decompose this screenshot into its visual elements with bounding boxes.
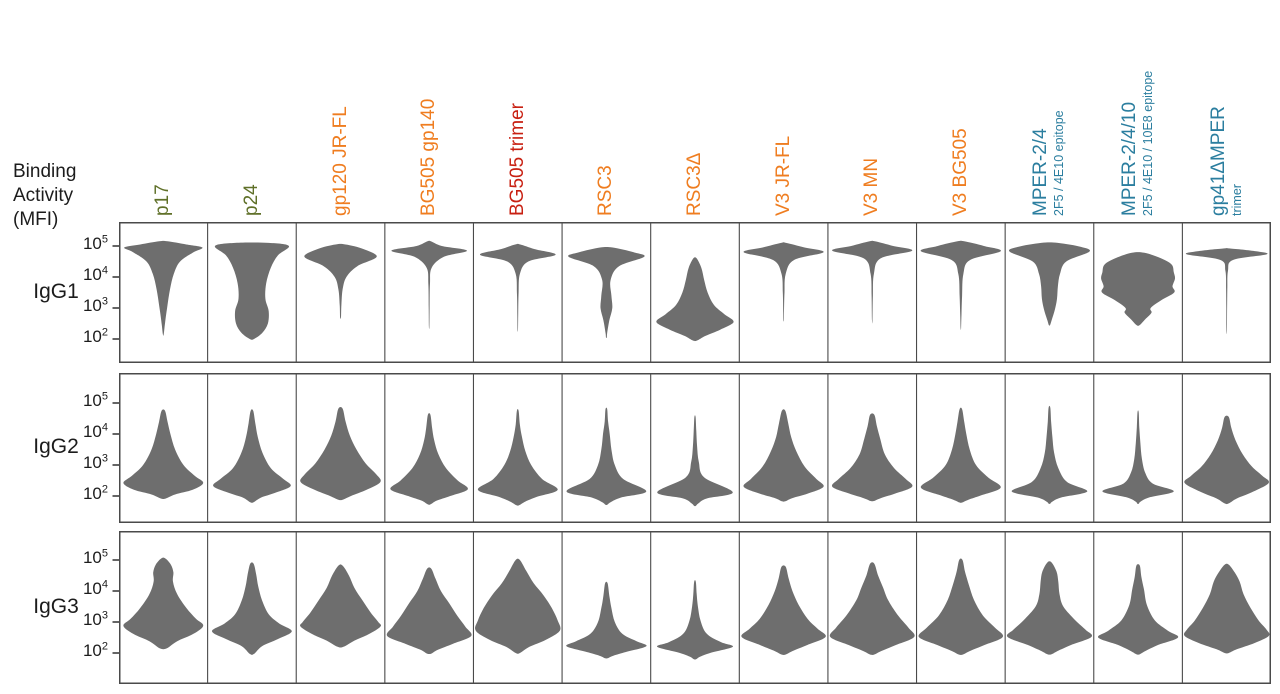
violin-IgG3-V3 MN (829, 562, 915, 655)
violin-IgG2-V3 BG505 (920, 407, 1001, 503)
column-sublabel-12: 2F5 / 4E10 / 10E8 epitope (1141, 70, 1156, 216)
violin-row-IgG2 (112, 373, 1271, 523)
column-sublabel-11: 2F5 / 4E10 epitope (1052, 110, 1067, 216)
row-label-IgG1: IgG1 (33, 279, 79, 303)
column-label-8: V3 JR-FL (772, 135, 794, 216)
column-label-10: V3 BG505 (949, 128, 971, 216)
y-tick-label-IgG3-3: 103 (82, 609, 108, 629)
y-tick-label-IgG1-5: 105 (82, 233, 108, 253)
violin-IgG1-V3 MN (832, 240, 913, 324)
violin-IgG2-MPER-2/4 (1011, 405, 1088, 505)
violin-IgG3-p17 (123, 557, 204, 650)
y-axis-title: Binding Activity (MFI) (13, 160, 76, 232)
violin-IgG2-BG505 gp140 (390, 413, 468, 505)
column-label-1: p17 (152, 184, 174, 216)
violin-IgG3-gp41ΔMPER (1183, 563, 1270, 654)
violin-IgG1-p17 (124, 240, 203, 336)
violin-IgG3-gp120 JR-FL (300, 564, 382, 648)
column-label-13: gp41ΔMPER (1207, 106, 1229, 216)
violin-IgG2-RSC3 (566, 407, 647, 505)
violin-IgG3-MPER-2/4/10 (1097, 564, 1179, 655)
y-tick-label-IgG3-5: 105 (82, 547, 108, 567)
violin-IgG2-MPER-2/4/10 (1102, 410, 1174, 505)
violin-row-IgG3 (112, 531, 1271, 684)
violin-IgG2-p17 (123, 409, 204, 500)
column-label-4: BG505 gp140 (418, 98, 440, 216)
y-tick-label-IgG1-3: 103 (82, 295, 108, 315)
y-axis-title-line3: (MFI) (13, 209, 59, 230)
y-axis-title-line1: Binding (13, 161, 77, 182)
column-label-3: gp120 JR-FL (329, 106, 351, 216)
violin-IgG1-BG505 gp140 (391, 240, 468, 329)
violin-IgG1-V3 JR-FL (743, 242, 824, 322)
column-label-12: MPER-2/4/10 (1119, 101, 1141, 216)
violin-IgG2-V3 JR-FL (743, 409, 824, 502)
column-label-11: MPER-2/4 (1030, 128, 1052, 216)
violin-IgG1-p24 (214, 242, 290, 340)
y-tick-label-IgG3-4: 104 (82, 578, 108, 598)
violin-IgG3-BG505 trimer (475, 558, 561, 654)
violin-IgG1-gp41ΔMPER (1185, 248, 1268, 335)
violin-IgG3-V3 BG505 (918, 558, 1004, 655)
row-label-IgG2: IgG2 (33, 435, 79, 458)
y-tick-label-IgG2-4: 104 (82, 421, 108, 441)
violin-IgG1-gp120 JR-FL (304, 243, 377, 319)
column-label-2: p24 (240, 184, 262, 216)
violin-IgG2-V3 MN (831, 413, 913, 502)
violin-IgG3-V3 JR-FL (741, 565, 826, 655)
violin-IgG1-RSC3Δ (656, 257, 734, 342)
violin-IgG2-BG505 trimer (477, 409, 558, 506)
violin-IgG2-gp120 JR-FL (300, 406, 381, 501)
y-tick-label-IgG2-2: 102 (82, 483, 108, 503)
column-label-7: RSC3Δ (684, 152, 705, 216)
column-label-9: V3 MN (861, 157, 883, 216)
y-tick-label-IgG1-2: 102 (82, 326, 108, 346)
violin-IgG3-RSC3 (566, 581, 647, 659)
violin-IgG3-BG505 gp140 (386, 567, 472, 655)
row-label-IgG3: IgG3 (33, 594, 79, 618)
violin-IgG1-MPER-2/4 (1008, 242, 1090, 326)
violin-IgG3-MPER-2/4 (1006, 561, 1093, 655)
y-tick-label-IgG1-4: 104 (82, 264, 108, 284)
y-tick-label-IgG3-2: 102 (82, 640, 108, 660)
violin-IgG3-RSC3Δ (656, 580, 734, 660)
violin-IgG2-p24 (213, 409, 291, 503)
y-tick-label-IgG2-5: 105 (82, 390, 108, 410)
column-label-5: BG505 trimer (506, 103, 528, 216)
violin-IgG2-RSC3Δ (657, 415, 733, 507)
column-sublabel-13: trimer (1229, 184, 1244, 216)
y-tick-label-IgG2-3: 103 (82, 452, 108, 472)
violin-IgG1-V3 BG505 (920, 240, 1001, 330)
violin-IgG3-p24 (211, 562, 292, 655)
violin-IgG1-MPER-2/4/10 (1101, 252, 1176, 326)
y-axis-title-line2: Activity (13, 185, 74, 206)
violin-row-IgG1 (112, 222, 1271, 363)
violin-IgG1-RSC3 (568, 246, 645, 339)
violin-IgG1-BG505 trimer (479, 243, 556, 332)
violin-IgG2-gp41ΔMPER (1184, 415, 1270, 505)
column-label-6: RSC3 (595, 165, 617, 216)
